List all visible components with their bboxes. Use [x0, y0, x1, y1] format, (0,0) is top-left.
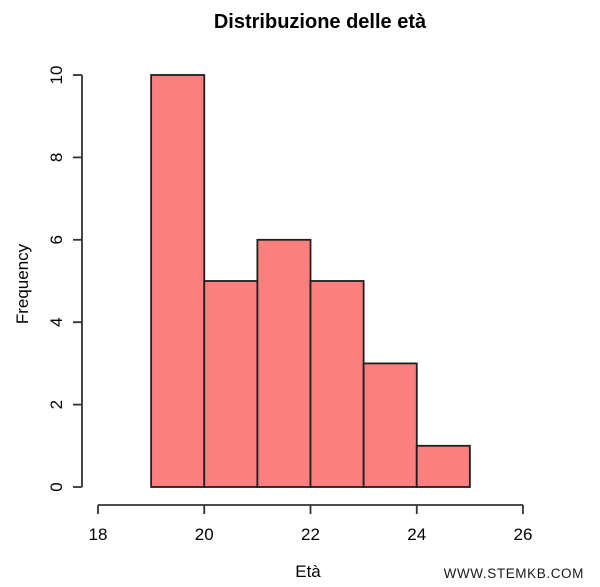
x-tick-label: 24: [407, 525, 426, 544]
x-axis-label: Età: [295, 562, 321, 581]
watermark: WWW.STEMKB.COM: [444, 566, 584, 581]
y-axis-label: Frequency: [13, 243, 32, 324]
chart-title: Distribuzione delle età: [214, 11, 427, 33]
bars-layer: [150, 74, 471, 488]
x-tick-label: 18: [89, 525, 108, 544]
y-tick-label: 10: [47, 66, 66, 85]
y-tick-label: 0: [47, 482, 66, 491]
x-tick-label: 20: [195, 525, 214, 544]
histogram-bar: [309, 280, 365, 488]
y-tick-label: 4: [47, 317, 66, 326]
histogram-bar: [256, 238, 312, 488]
histogram-bar: [150, 74, 206, 488]
histogram-bar: [415, 444, 471, 488]
y-tick-label: 2: [47, 400, 66, 409]
x-tick-label: 22: [301, 525, 320, 544]
histogram-bar: [362, 362, 418, 488]
y-tick-label: 8: [47, 153, 66, 162]
histogram-bar: [203, 280, 259, 488]
y-tick-label: 6: [47, 235, 66, 244]
x-tick-label: 26: [514, 525, 533, 544]
